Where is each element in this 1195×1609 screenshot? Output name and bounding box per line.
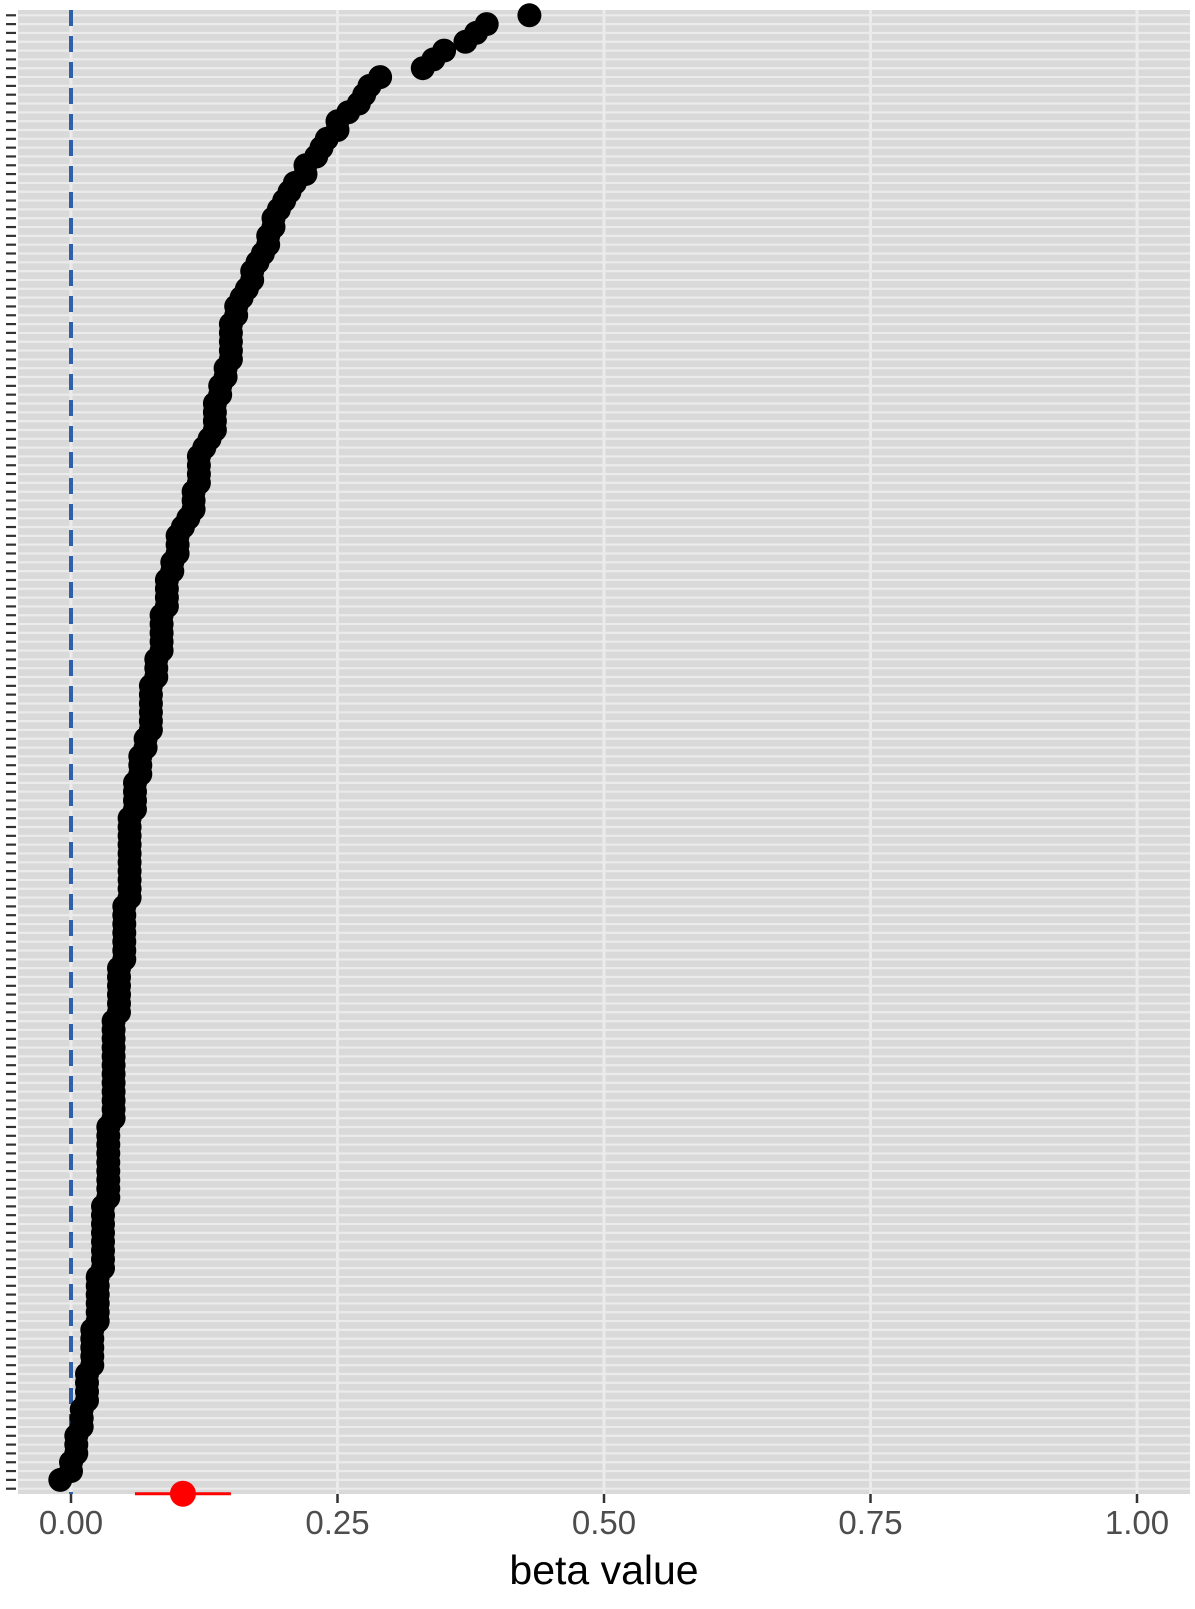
x-tick-label: 0.25 <box>305 1504 369 1541</box>
x-tick-label: 1.00 <box>1105 1504 1169 1541</box>
estimate-point <box>432 38 457 63</box>
estimate-point <box>368 65 393 90</box>
y-axis-tick-marks <box>6 14 16 1490</box>
x-tick-label: 0.00 <box>39 1504 103 1541</box>
x-tick-label: 0.50 <box>572 1504 636 1541</box>
estimate-point <box>517 3 542 28</box>
estimate-points <box>48 3 542 1492</box>
x-tick-label: 0.75 <box>838 1504 902 1541</box>
x-axis-ticks: 0.00 0.25 0.50 0.75 1.00 <box>39 1494 1169 1541</box>
x-axis-label: beta value <box>509 1547 698 1593</box>
pooled-point <box>169 1480 196 1507</box>
estimate-point <box>474 12 499 37</box>
pooled-estimate <box>134 1480 231 1507</box>
